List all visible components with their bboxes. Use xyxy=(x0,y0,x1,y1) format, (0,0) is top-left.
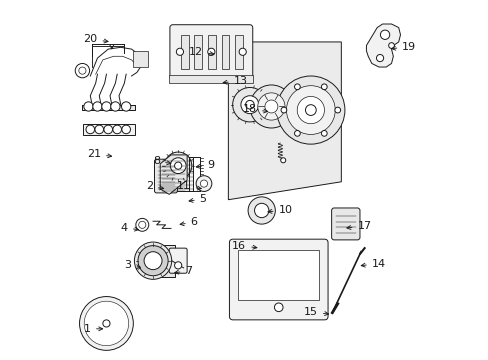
Circle shape xyxy=(144,252,162,270)
Circle shape xyxy=(281,107,286,113)
Circle shape xyxy=(174,162,182,169)
Circle shape xyxy=(136,219,148,231)
Bar xyxy=(235,35,243,69)
Circle shape xyxy=(100,317,113,330)
Circle shape xyxy=(86,125,94,134)
Circle shape xyxy=(164,152,191,179)
Text: 20: 20 xyxy=(83,35,108,44)
FancyBboxPatch shape xyxy=(331,208,359,240)
Text: 10: 10 xyxy=(267,205,292,215)
Circle shape xyxy=(388,42,394,48)
Circle shape xyxy=(247,197,275,224)
Circle shape xyxy=(95,312,118,335)
FancyBboxPatch shape xyxy=(154,159,177,193)
Bar xyxy=(169,75,253,83)
FancyBboxPatch shape xyxy=(169,248,187,273)
Circle shape xyxy=(257,93,285,120)
Text: 19: 19 xyxy=(391,42,416,51)
Text: 5: 5 xyxy=(189,194,206,204)
Circle shape xyxy=(104,321,108,326)
Text: 12: 12 xyxy=(189,47,213,57)
Circle shape xyxy=(297,96,324,124)
FancyBboxPatch shape xyxy=(169,25,252,79)
Text: 18: 18 xyxy=(243,104,267,114)
Bar xyxy=(156,244,174,277)
Polygon shape xyxy=(366,24,400,67)
Circle shape xyxy=(113,125,121,134)
Circle shape xyxy=(321,84,326,90)
Text: 16: 16 xyxy=(232,240,256,251)
Bar xyxy=(194,35,202,69)
Circle shape xyxy=(305,105,316,116)
Text: 17: 17 xyxy=(346,221,371,231)
Circle shape xyxy=(239,48,246,55)
Circle shape xyxy=(232,87,266,122)
Circle shape xyxy=(170,158,185,174)
Circle shape xyxy=(138,246,168,276)
Text: 9: 9 xyxy=(196,160,214,170)
Polygon shape xyxy=(160,155,187,194)
Circle shape xyxy=(174,262,182,269)
Bar xyxy=(83,124,135,135)
Circle shape xyxy=(104,125,112,134)
Text: 15: 15 xyxy=(304,307,328,317)
Circle shape xyxy=(84,301,128,346)
Text: 8: 8 xyxy=(153,156,170,166)
Circle shape xyxy=(280,158,285,163)
Circle shape xyxy=(286,86,335,134)
Circle shape xyxy=(276,76,344,144)
Bar xyxy=(221,35,229,69)
Circle shape xyxy=(380,30,389,40)
Circle shape xyxy=(121,102,131,111)
Bar xyxy=(82,105,135,110)
Circle shape xyxy=(254,203,268,218)
Circle shape xyxy=(249,85,292,128)
Circle shape xyxy=(89,306,123,341)
Circle shape xyxy=(321,130,326,136)
Text: 6: 6 xyxy=(180,217,197,227)
Circle shape xyxy=(207,48,214,55)
Circle shape xyxy=(294,84,300,90)
Text: 14: 14 xyxy=(361,258,385,269)
Text: 1: 1 xyxy=(84,324,102,334)
Circle shape xyxy=(83,102,93,111)
Circle shape xyxy=(200,180,207,187)
Circle shape xyxy=(264,100,277,113)
Bar xyxy=(180,35,188,69)
Circle shape xyxy=(79,67,86,74)
Circle shape xyxy=(176,48,183,55)
Text: 2: 2 xyxy=(145,181,163,192)
Circle shape xyxy=(80,297,133,350)
Text: 13: 13 xyxy=(223,76,247,86)
Circle shape xyxy=(110,102,120,111)
Circle shape xyxy=(122,125,130,134)
Circle shape xyxy=(294,130,300,136)
Circle shape xyxy=(274,303,283,312)
Bar xyxy=(174,157,193,191)
Text: 7: 7 xyxy=(174,266,192,276)
Circle shape xyxy=(102,320,110,327)
Circle shape xyxy=(241,96,258,114)
Circle shape xyxy=(258,207,265,214)
Circle shape xyxy=(245,100,254,109)
Bar xyxy=(238,250,319,300)
Circle shape xyxy=(102,102,111,111)
Circle shape xyxy=(134,242,171,279)
Circle shape xyxy=(139,221,145,228)
Bar xyxy=(207,35,215,69)
Text: 11: 11 xyxy=(176,181,201,192)
Circle shape xyxy=(93,102,102,111)
Text: 21: 21 xyxy=(87,149,111,159)
Circle shape xyxy=(196,176,211,192)
Polygon shape xyxy=(228,42,341,200)
Text: 3: 3 xyxy=(124,260,140,270)
Text: 4: 4 xyxy=(121,223,138,233)
Circle shape xyxy=(95,125,103,134)
Circle shape xyxy=(334,107,340,113)
Circle shape xyxy=(376,54,383,62)
Bar xyxy=(133,51,147,67)
Circle shape xyxy=(75,63,89,78)
FancyBboxPatch shape xyxy=(229,239,327,320)
